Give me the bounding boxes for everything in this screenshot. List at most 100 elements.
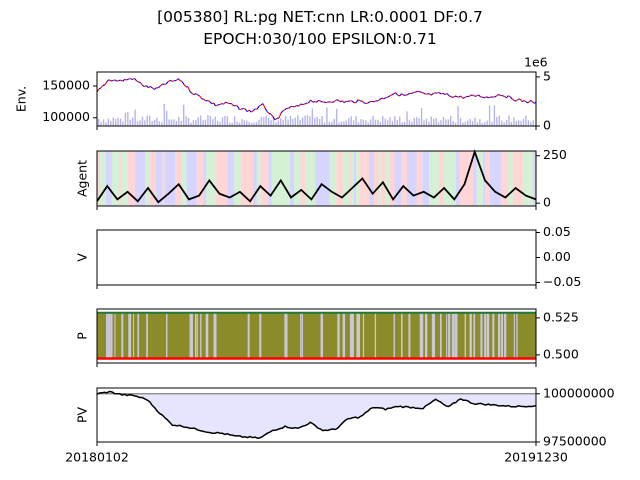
price-segment <box>266 111 270 114</box>
volume-bar <box>270 120 272 126</box>
p-gap-line <box>259 313 262 359</box>
price-segment <box>411 92 414 95</box>
action-band <box>111 151 117 206</box>
volume-bar <box>195 119 197 126</box>
p-gap-line <box>446 313 448 359</box>
action-band <box>268 151 272 206</box>
price-segment <box>231 103 234 107</box>
price-segment <box>363 102 367 105</box>
volume-bar <box>440 119 442 126</box>
price-segment <box>316 99 319 103</box>
p-gap-line <box>480 313 483 359</box>
volume-bar <box>112 117 114 126</box>
price-segment <box>213 102 217 107</box>
action-band <box>389 151 395 206</box>
volume-bar <box>399 116 401 126</box>
volume-bar <box>369 119 372 126</box>
p-gap-line <box>358 313 360 359</box>
price-segment <box>108 79 112 82</box>
action-band <box>353 151 357 206</box>
volume-bar <box>481 122 483 126</box>
volume-bar <box>141 116 144 126</box>
volume-bar <box>525 115 527 126</box>
volume-bar <box>321 115 323 126</box>
action-band <box>438 151 445 206</box>
p-gap-line <box>137 313 140 359</box>
pv-ytick-label: 97500000 <box>543 434 607 449</box>
price-segment <box>239 108 242 111</box>
price-segment <box>450 96 454 99</box>
volume-bar <box>464 121 466 126</box>
action-band <box>517 151 523 206</box>
p-gap-line <box>196 313 198 359</box>
price-segment <box>197 94 201 97</box>
p-gap-line <box>492 313 495 359</box>
volume-bar <box>411 121 413 126</box>
price-segment <box>270 113 274 118</box>
p-gap-line <box>473 313 476 359</box>
price-segment <box>195 93 199 96</box>
action-band <box>444 151 451 206</box>
volume-bar <box>107 118 110 126</box>
price-segment <box>157 85 161 89</box>
action-band <box>450 151 457 206</box>
price-segment <box>496 94 499 97</box>
price-segment <box>326 101 329 104</box>
price-segment <box>221 103 224 105</box>
action-band <box>290 151 295 206</box>
volume-bar <box>131 117 134 126</box>
volume-bar <box>433 118 435 126</box>
price-segment <box>498 93 501 96</box>
env-axes-frame <box>96 71 537 127</box>
volume-bar <box>428 122 430 126</box>
action-band <box>325 151 330 206</box>
volume-bar <box>343 121 345 126</box>
p-gap-line <box>356 313 359 359</box>
volume-bar <box>122 121 124 126</box>
action-band <box>127 151 130 206</box>
volume-bar <box>265 115 267 126</box>
volume-bar <box>527 120 530 126</box>
action-band <box>240 151 248 206</box>
price-segment <box>104 81 108 86</box>
volume-bar <box>309 116 311 126</box>
action-band <box>210 151 217 206</box>
price-segment <box>383 97 386 100</box>
volume-bar <box>197 117 199 126</box>
price-segment <box>215 104 218 107</box>
price-segment <box>320 100 323 103</box>
p-gap-line <box>320 313 322 359</box>
x-tick-label: 20191230 <box>504 450 568 465</box>
action-band <box>315 151 320 206</box>
volume-bar <box>289 115 292 126</box>
volume-bar <box>522 118 525 126</box>
action-band <box>416 151 423 206</box>
price-segment <box>310 99 313 103</box>
volume-bar <box>226 116 229 126</box>
price-segment <box>494 95 497 98</box>
action-band <box>203 151 207 206</box>
volume-bar <box>515 121 517 126</box>
volume-bar <box>231 122 233 126</box>
price-segment <box>304 102 307 105</box>
action-band <box>196 151 204 206</box>
p-gap-line <box>401 313 403 359</box>
p-gap-line <box>351 313 354 359</box>
volume-bar <box>328 121 331 126</box>
v-ylabel: V <box>75 253 90 262</box>
volume-bar <box>394 115 396 126</box>
volume-bar <box>335 108 338 126</box>
action-band <box>227 151 234 206</box>
price-segment <box>430 93 434 96</box>
volume-bar <box>510 121 513 126</box>
action-band <box>184 151 187 206</box>
action-band <box>138 151 146 206</box>
p-gap-line <box>214 313 217 359</box>
price-segment <box>138 81 141 84</box>
action-band <box>256 151 261 206</box>
volume-bar <box>292 119 294 126</box>
volume-bar <box>457 105 459 126</box>
volume-bar <box>498 115 500 126</box>
price-segment <box>519 98 523 102</box>
volume-bar <box>190 122 192 126</box>
